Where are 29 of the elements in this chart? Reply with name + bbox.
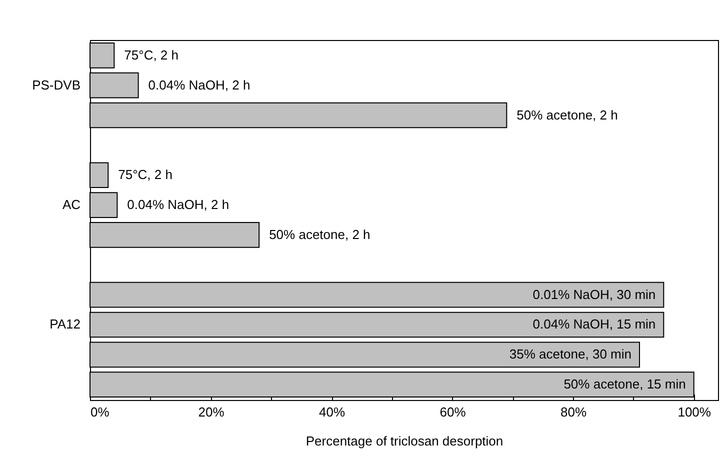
annotation: 0.04% NaOH, 15 min — [532, 316, 656, 332]
annotation: 0.04% NaOH, 2 h — [148, 77, 250, 92]
x-tick-label: 20% — [198, 404, 225, 420]
annotation: 35% acetone, 30 min — [509, 346, 632, 362]
bar — [90, 72, 139, 98]
bar — [90, 192, 118, 218]
annotation: 0.01% NaOH, 30 min — [532, 286, 656, 302]
annotation: 50% acetone, 2 h — [269, 226, 370, 242]
x-tick-label: 80% — [560, 404, 588, 420]
bar — [90, 372, 694, 398]
y-tick-label: PA12 — [50, 316, 80, 332]
annotation: 50% acetone, 2 h — [516, 107, 618, 122]
annotation: 75°C, 2 h — [118, 167, 172, 182]
y-tick-label: AC — [62, 197, 80, 212]
x-tick-label: 40% — [319, 404, 346, 420]
x-tick-label: 0% — [90, 404, 110, 420]
x-tick-label: 100% — [678, 404, 712, 420]
bar — [90, 162, 109, 188]
bar — [90, 102, 508, 128]
x-axis-title: Percentage of triclosan desorption — [306, 434, 504, 448]
bar — [90, 282, 664, 308]
y-tick-label: PS-DVB — [32, 77, 80, 92]
annotation: 75°C, 2 h — [124, 47, 178, 62]
bar — [90, 342, 640, 368]
bar — [90, 222, 260, 248]
annotation: 0.04% NaOH, 2 h — [127, 197, 230, 212]
x-tick-label: 60% — [440, 404, 466, 420]
annotation: 50% acetone, 15 min — [564, 376, 686, 392]
bar — [90, 312, 664, 338]
